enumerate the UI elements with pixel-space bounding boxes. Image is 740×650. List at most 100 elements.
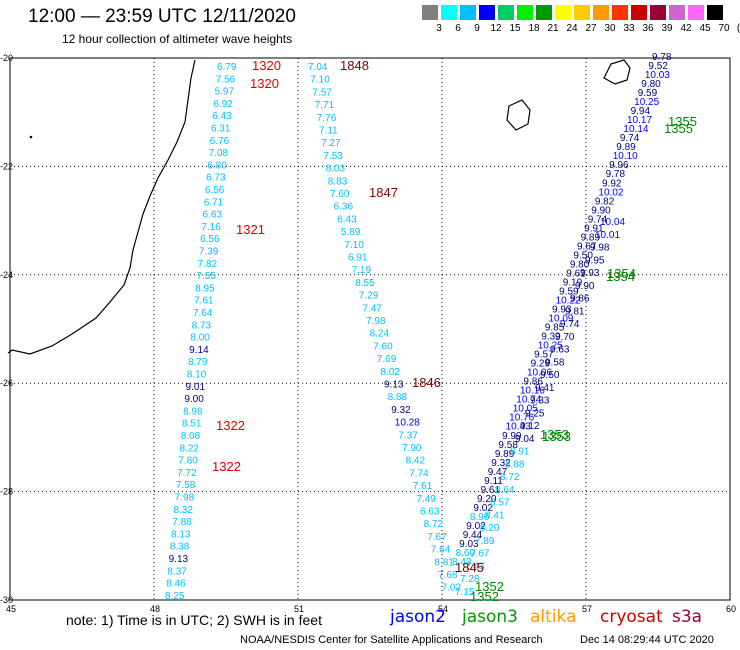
track3-value: 10.74 bbox=[516, 395, 541, 406]
track3-value: 9.02 bbox=[466, 521, 486, 532]
time-label-jason3: 1352 bbox=[470, 589, 499, 604]
track2-value: 7.11 bbox=[319, 126, 338, 137]
legend-label: 42 bbox=[680, 23, 692, 34]
track3-value: 9.59 bbox=[638, 88, 658, 99]
track4-value: 8.20 bbox=[480, 523, 500, 534]
track2-value: 8.02 bbox=[380, 367, 400, 378]
track3-value: 9.74 bbox=[588, 214, 608, 225]
time-label-s3a: 1845 bbox=[455, 560, 484, 575]
track2-value: 8.72 bbox=[424, 519, 444, 530]
track3-value: 9.39 bbox=[541, 332, 561, 343]
lon-tick-label: 57 bbox=[582, 604, 592, 614]
track4-value: 9.93 bbox=[580, 268, 600, 279]
track4-value: 9.58 bbox=[545, 357, 565, 368]
track1-value: 7.55 bbox=[196, 271, 216, 282]
track2-value: 6.43 bbox=[337, 214, 357, 225]
track4-value: 8.72 bbox=[500, 472, 520, 483]
track2-value: 7.37 bbox=[398, 430, 418, 441]
track3-value: 9.67 bbox=[577, 241, 597, 252]
track3-value: 10.10 bbox=[613, 151, 638, 162]
track4-value: 9.81 bbox=[565, 306, 585, 317]
track3-value: 8.60 bbox=[456, 548, 476, 559]
track3-value: 9.61 bbox=[481, 485, 501, 496]
legend-label: (ft) bbox=[736, 23, 740, 34]
track4-value: 7.15 bbox=[455, 587, 475, 598]
track3-value: 10.03 bbox=[645, 70, 670, 81]
legend-swatch bbox=[555, 5, 572, 20]
satellite-jason3: jason3 bbox=[462, 607, 518, 627]
track3-value: 9.89 bbox=[495, 449, 515, 460]
track4-value: 9.70 bbox=[555, 332, 575, 343]
track3-value: 10.22 bbox=[556, 295, 581, 306]
coastline-mauritius bbox=[506, 99, 531, 131]
track2-value: 7.27 bbox=[321, 138, 341, 149]
track2-value: 6.91 bbox=[348, 253, 368, 264]
credit-text: NOAA/NESDIS Center for Satellite Applica… bbox=[240, 634, 543, 646]
track3-value: 9.47 bbox=[488, 467, 508, 478]
lat-tick-label: -24 bbox=[0, 270, 13, 280]
track4-value: 9.63 bbox=[550, 345, 570, 356]
legend-swatch bbox=[707, 5, 724, 20]
track2-value: 7.19 bbox=[352, 265, 372, 276]
track4-value: 9.50 bbox=[540, 370, 560, 381]
track3-value: 9.85 bbox=[545, 323, 565, 334]
track3-value: 9.80 bbox=[641, 79, 661, 90]
track3-value: 10.05 bbox=[513, 404, 538, 415]
track1-value: 8.10 bbox=[187, 370, 207, 381]
track3-value: 9.52 bbox=[648, 61, 668, 72]
track2-value: 7.10 bbox=[344, 240, 364, 251]
track3-value: 10.76 bbox=[509, 413, 534, 424]
track2-value: 7.71 bbox=[315, 100, 335, 111]
track4-value: 9.04 bbox=[515, 434, 535, 445]
track1-value: 6.92 bbox=[213, 99, 233, 110]
track1-value: 8.00 bbox=[190, 333, 210, 344]
track1-value: 8.22 bbox=[180, 443, 200, 454]
track1-value: 7.56 bbox=[216, 74, 236, 85]
track4-value: 10.04 bbox=[600, 217, 625, 228]
track3-value: 10.25 bbox=[538, 341, 563, 352]
track4-value: 8.91 bbox=[510, 447, 530, 458]
track3-value: 9.29 bbox=[531, 359, 551, 370]
track1-value: 9.13 bbox=[169, 554, 189, 565]
track2-value: 7.02 bbox=[442, 583, 462, 594]
time-label-s3a: 1848 bbox=[340, 58, 369, 73]
track1-value: 7.98 bbox=[175, 493, 195, 504]
track1-value: 7.61 bbox=[194, 296, 214, 307]
track4-value: 8.88 bbox=[505, 459, 525, 470]
track1-value: 5.97 bbox=[215, 87, 235, 98]
track4-value: 7.89 bbox=[475, 536, 495, 547]
lat-tick-label: -30 bbox=[0, 595, 13, 605]
track1-value: 8.73 bbox=[192, 320, 212, 331]
track2-value: 7.69 bbox=[377, 354, 397, 365]
legend-swatch bbox=[631, 5, 648, 20]
track1-value: 6.56 bbox=[200, 234, 220, 245]
legend-label: 36 bbox=[642, 23, 654, 34]
time-label-cryosat: 1322 bbox=[212, 459, 241, 474]
track2-value: 5.89 bbox=[341, 227, 361, 238]
track4-value: 9.33 bbox=[530, 396, 550, 407]
track2-value: 7.98 bbox=[366, 316, 386, 327]
legend-label: 12 bbox=[490, 23, 502, 34]
satellite-s3a: s3a bbox=[672, 607, 703, 627]
track1-value: 7.58 bbox=[176, 480, 196, 491]
legend-label: 3 bbox=[436, 23, 442, 34]
track3-value: 9.82 bbox=[595, 196, 615, 207]
track4-value: 9.12 bbox=[520, 421, 540, 432]
legend-label: 27 bbox=[585, 23, 597, 34]
coastline-reunion bbox=[603, 59, 631, 85]
map-title: 12:00 — 23:59 UTC 12/11/2020 bbox=[28, 6, 296, 27]
track1-value: 6.63 bbox=[202, 210, 222, 221]
track2-value: 7.67 bbox=[427, 532, 447, 543]
legend-swatch bbox=[517, 5, 534, 20]
track3-value: 10.43 bbox=[506, 422, 531, 433]
track1-value: 6.73 bbox=[206, 173, 226, 184]
track1-value: 9.01 bbox=[186, 382, 206, 393]
lat-tick-label: -28 bbox=[0, 487, 13, 497]
track2-value: 9.32 bbox=[391, 405, 411, 416]
time-label-jason3: 1353 bbox=[540, 427, 569, 442]
track3-value: 9.59 bbox=[559, 286, 579, 297]
track2-value: 8.24 bbox=[370, 329, 390, 340]
track3-value: 9.44 bbox=[463, 530, 483, 541]
track4-value: 8.64 bbox=[495, 485, 515, 496]
track3-value: 9.78 bbox=[652, 52, 672, 63]
